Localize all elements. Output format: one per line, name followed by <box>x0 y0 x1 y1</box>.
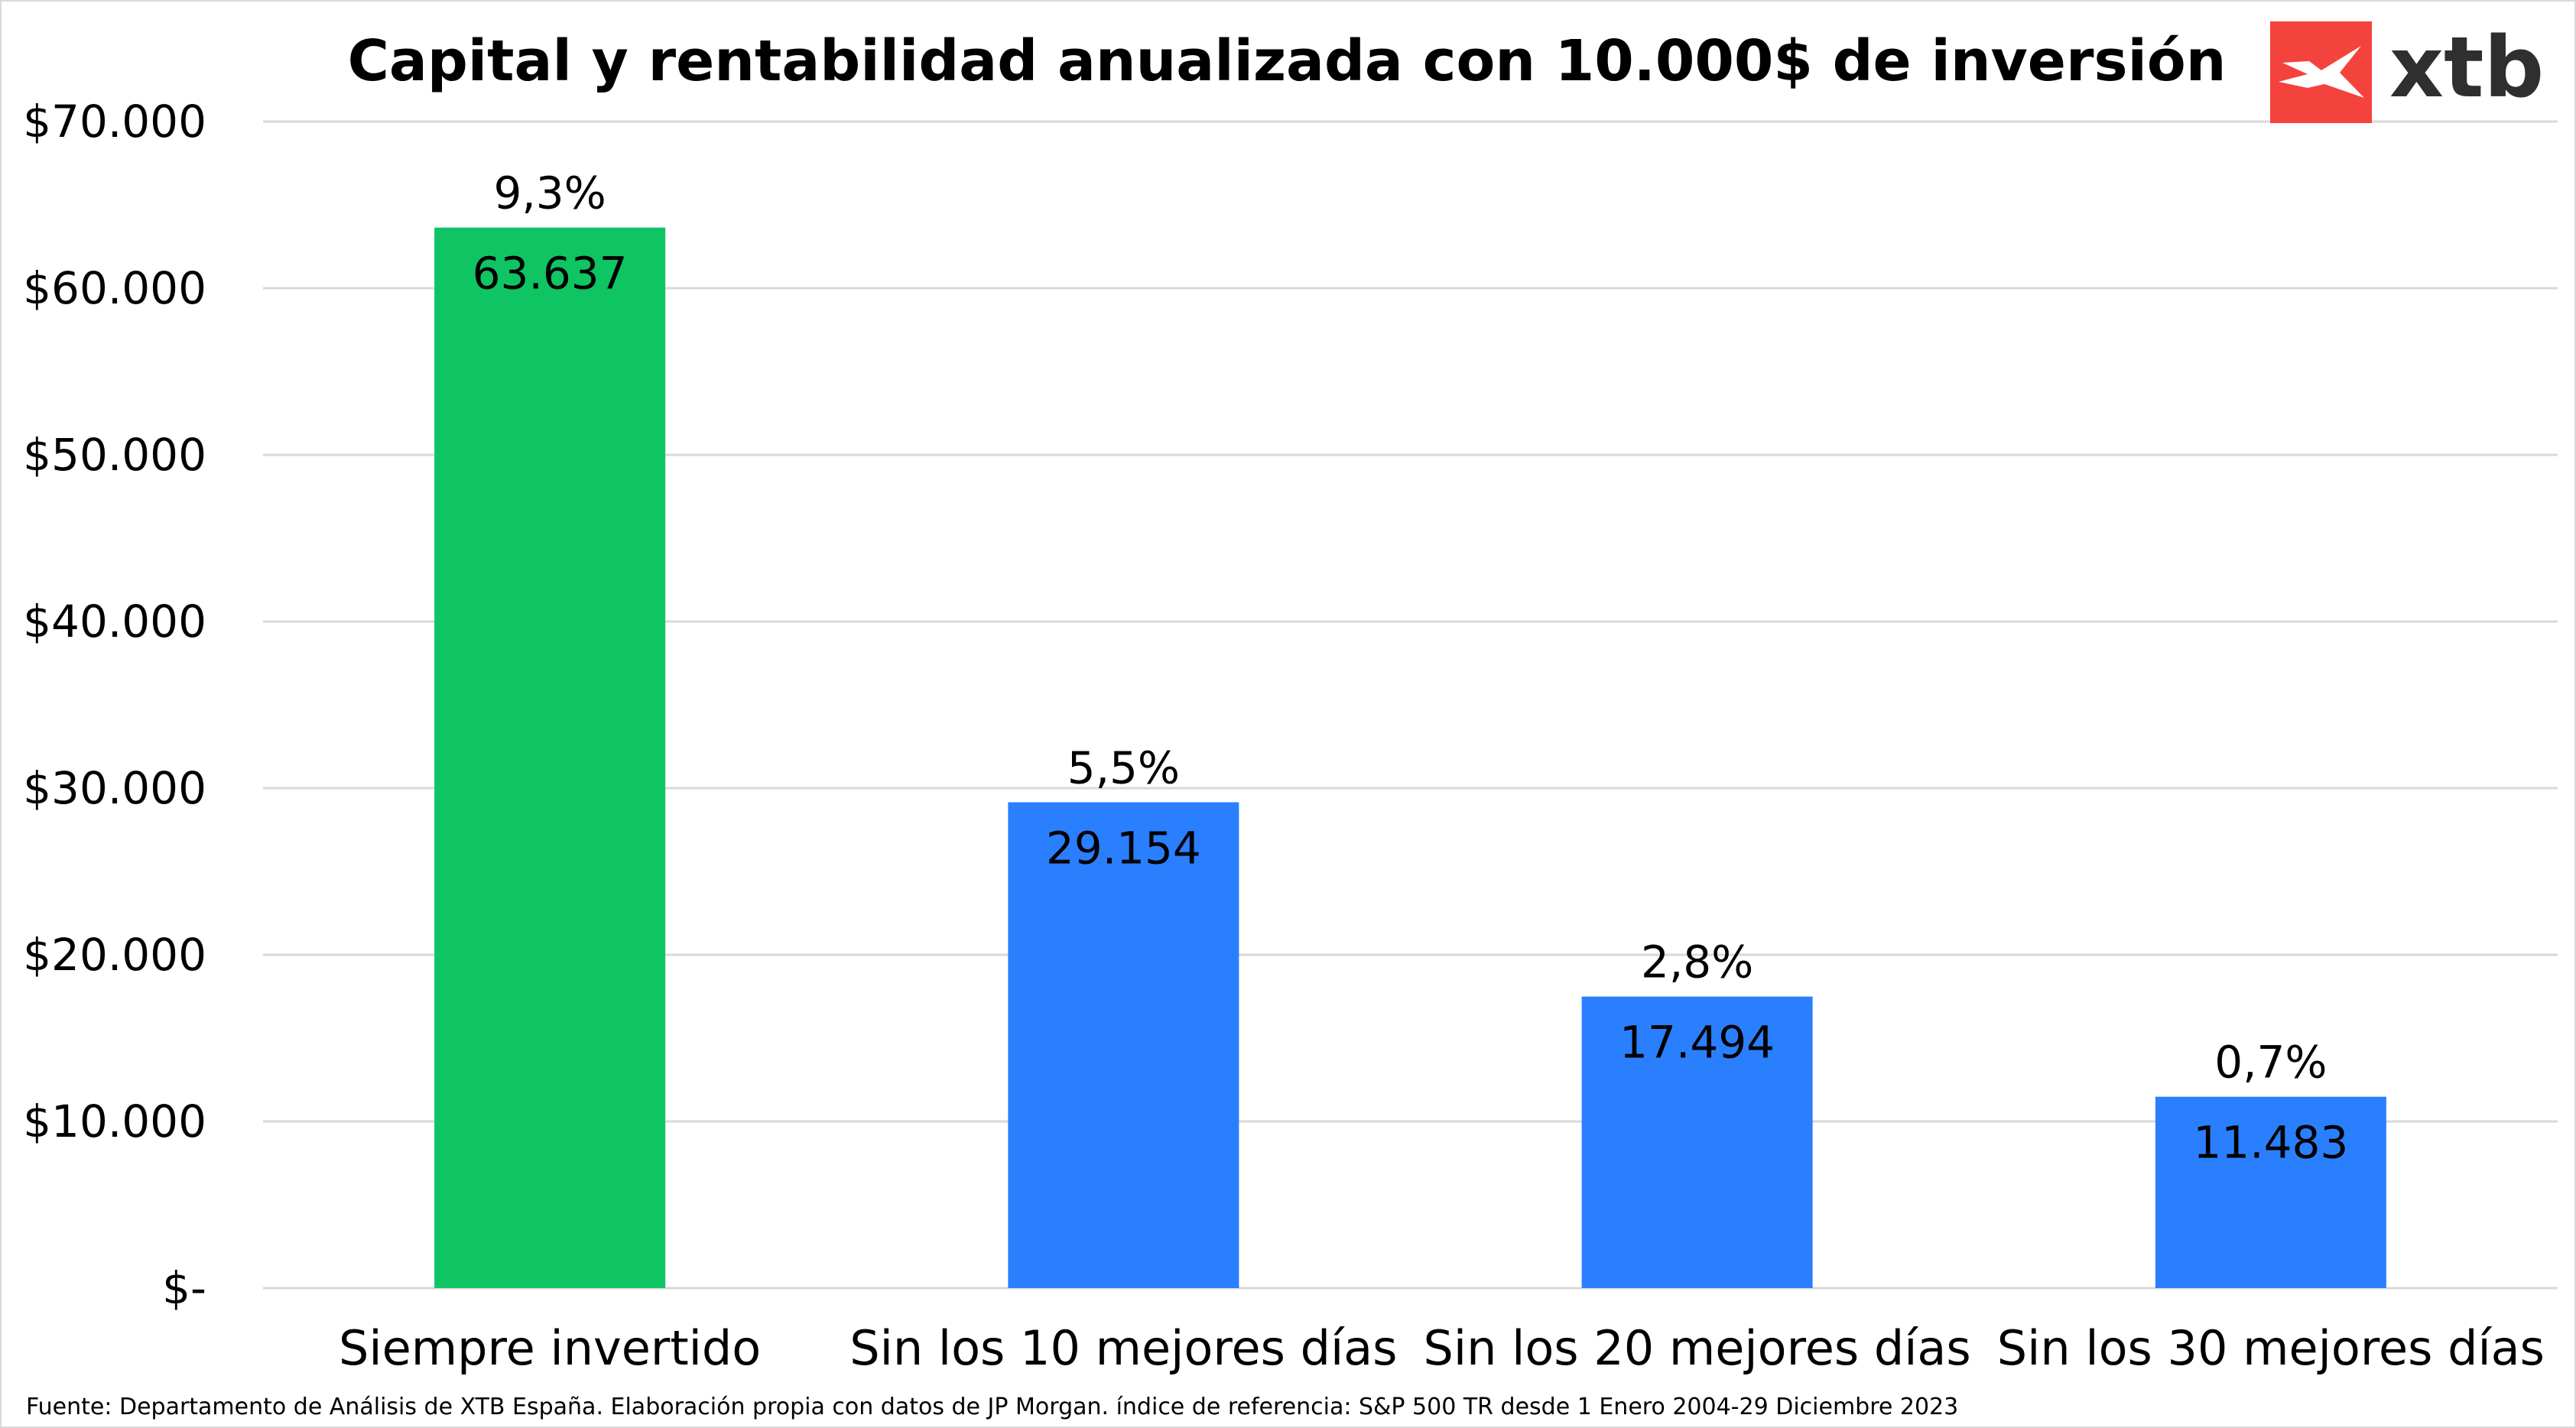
y-tick-label: $10.000 <box>23 1095 206 1147</box>
bars: 63.637 9,3% 29.154 5,5% 17.494 2,8% 11.483 0,7% <box>434 167 2386 1289</box>
y-tick-label: $20.000 <box>23 929 206 981</box>
y-tick-label: $- <box>162 1262 206 1314</box>
y-axis-ticks: $- $10.000 $20.000 $30.000 $40.000 $50.000 $60… <box>23 96 206 1314</box>
y-tick-label: $60.000 <box>23 262 206 314</box>
return-label: 5,5% <box>1067 742 1180 794</box>
logo-x-icon <box>2279 46 2364 98</box>
xtb-logo: xtb <box>2270 18 2544 123</box>
y-tick-label: $40.000 <box>23 596 206 647</box>
logo-text: xtb <box>2389 18 2544 116</box>
x-tick-label: Sin los 10 mejores días <box>849 1320 1397 1376</box>
bar <box>1008 802 1239 1288</box>
x-tick-label: Siempre invertido <box>339 1320 761 1376</box>
return-label: 0,7% <box>2214 1037 2327 1089</box>
y-tick-label: $50.000 <box>23 429 206 481</box>
bar <box>434 227 666 1289</box>
bar-value-label: 11.483 <box>2193 1117 2348 1169</box>
bar <box>1581 996 1813 1288</box>
y-tick-label: $30.000 <box>23 762 206 814</box>
chart-title: Capital y rentabilidad anualizada con 10… <box>348 28 2227 94</box>
return-label: 2,8% <box>1641 936 1753 988</box>
bar-value-label: 29.154 <box>1046 822 1201 874</box>
x-tick-label: Sin los 20 mejores días <box>1424 1320 1971 1376</box>
bar-value-label: 17.494 <box>1619 1017 1775 1069</box>
return-label: 9,3% <box>493 167 606 219</box>
y-tick-label: $70.000 <box>23 96 206 148</box>
x-axis-ticks: Siempre invertido Sin los 10 mejores días… <box>339 1320 2545 1376</box>
x-tick-label: Sin los 30 mejores días <box>1997 1320 2545 1376</box>
bar <box>2155 1096 2386 1288</box>
source-footnote: Fuente: Departamento de Análisis de XTB … <box>26 1394 1958 1420</box>
bar-value-label: 63.637 <box>473 248 628 300</box>
